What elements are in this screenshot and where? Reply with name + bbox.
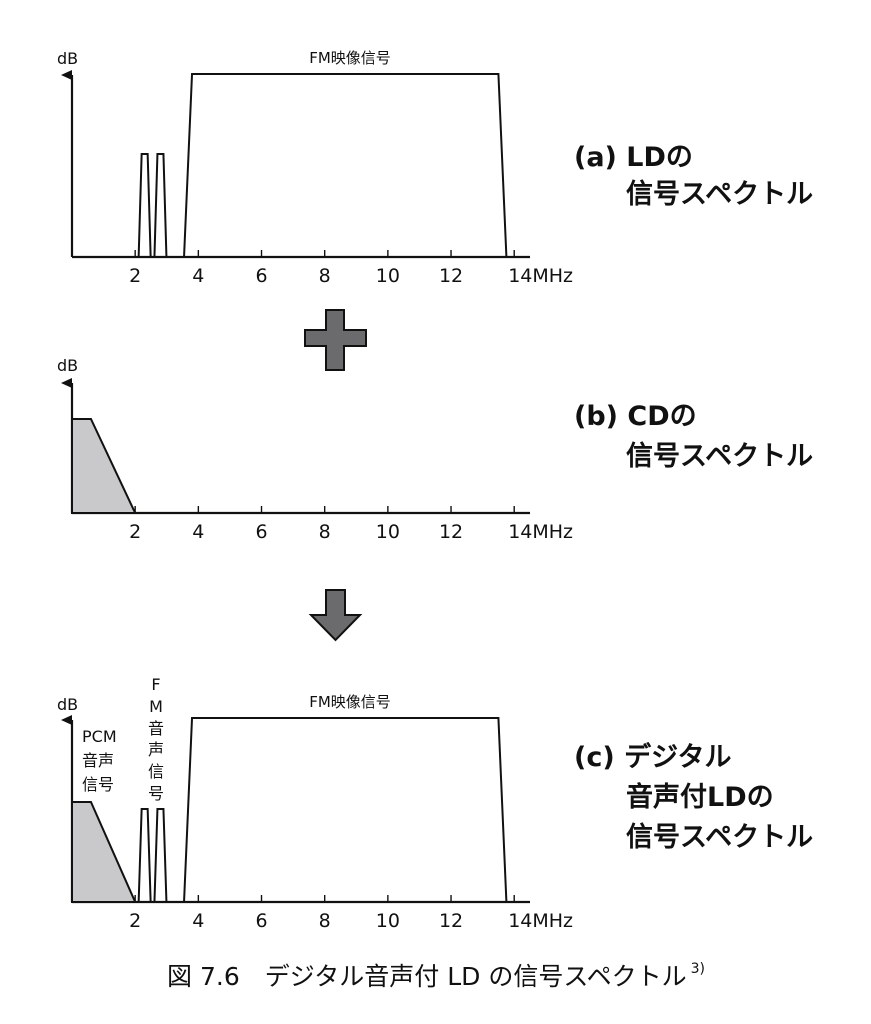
fm-video-band [183,717,508,903]
x-tick-label: 14MHz [508,910,573,932]
caption-line-2: 信号スペクトル [626,441,813,472]
x-tick-label: 10 [376,521,400,543]
pcm-audio-band [71,418,137,514]
y-axis-label: dB [57,49,78,68]
x-tick-label: 12 [439,521,463,543]
x-tick-label: 2 [129,265,141,287]
fm-audio-label-char: 号 [148,784,164,803]
caption-line-1: (c) デジタル [574,741,732,773]
fm-audio-label-char: 信 [148,762,164,781]
pcm-label-line-1: PCM [82,727,117,746]
plus-icon [304,309,367,371]
fm-audio-label-char: M [149,697,163,716]
x-tick-label: 2 [129,910,141,932]
x-tick-label: 6 [255,910,267,932]
y-axis-label: dB [57,695,78,714]
x-tick-label: 8 [319,265,331,287]
x-tick-label: 2 [129,521,141,543]
x-tick-label: 4 [192,521,204,543]
figure-caption: 図 7.6 デジタル音声付 LD の信号スペクトル 3) [167,961,705,991]
fm-audio-label-char: 声 [148,740,164,759]
x-tick-label: 4 [192,910,204,932]
fm-audio-label-char: F [151,675,160,694]
caption-line-1: (a) LDの [574,142,693,173]
x-tick-label: 8 [319,910,331,932]
panel-cd-spectrum: dB (b) CDの 信号スペクトル 2 4 6 8 10 12 14MHz [57,356,813,543]
pcm-label-line-3: 信号 [82,775,114,794]
figure-caption-text: 図 7.6 デジタル音声付 LD の信号スペクトル [167,962,687,991]
x-tick-label: 8 [319,521,331,543]
figure-caption-citation: 3) [691,961,705,977]
y-axis-label: dB [57,356,78,375]
x-tick-label: 6 [255,521,267,543]
caption-line-1: (b) CDの [574,401,697,432]
panel-ld-spectrum: dB FM映像信号 (a) LDの 信号スペクトル 2 4 6 8 10 12 14MHz [57,49,813,287]
pcm-audio-band [71,801,137,903]
x-tick-label: 10 [376,265,400,287]
fm-audio-label-char: 音 [148,719,164,738]
x-tick-label: 14MHz [508,265,573,287]
fm-video-signal-label: FM映像信号 [309,49,391,67]
fm-video-signal-label: FM映像信号 [309,693,391,711]
caption-line-2: 信号スペクトル [626,179,813,210]
x-tick-label: 14MHz [508,521,573,543]
x-tick-label: 12 [439,910,463,932]
caption-line-3: 信号スペクトル [626,822,813,853]
x-tick-label: 6 [255,265,267,287]
fm-audio-peak [153,153,168,258]
panel-digital-ld-spectrum: dB FM映像信号 PCM 音声 信号 F M 音 声 信 号 (c) デジタル… [57,675,813,932]
x-tick-label: 4 [192,265,204,287]
caption-line-2: 音声付LDの [626,781,774,813]
arrow-down-icon [308,589,363,642]
fm-audio-peak [137,808,152,903]
x-tick-label: 12 [439,265,463,287]
fm-audio-peak [153,808,168,903]
fm-audio-signal-label: F M 音 声 信 号 [148,675,164,803]
fm-video-band [183,73,508,258]
x-tick-label: 10 [376,910,400,932]
pcm-label-line-2: 音声 [82,751,114,770]
fm-audio-peak [137,153,152,258]
